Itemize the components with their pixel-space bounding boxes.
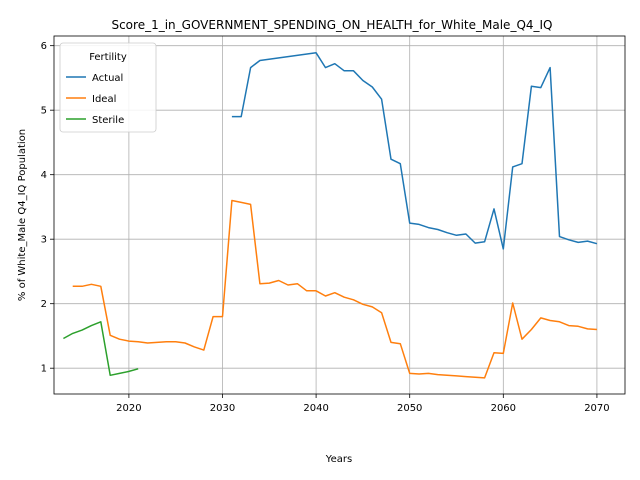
series-lines — [63, 52, 598, 379]
y-tick-label: 1 — [41, 364, 47, 375]
legend-box — [59, 42, 157, 133]
y-tick-label: 6 — [41, 41, 47, 52]
chart-title: Score_1_in_GOVERNMENT_SPENDING_ON_HEALTH… — [111, 18, 552, 32]
x-axis-ticks: 2020 2030 2040 2050 2060 2070 — [116, 394, 610, 414]
x-tick-label: 2060 — [491, 403, 516, 414]
legend-label-actual: Actual — [92, 73, 123, 84]
y-tick-label: 5 — [41, 106, 47, 117]
plot-frame — [53, 35, 626, 395]
y-tick-label: 2 — [41, 299, 47, 310]
series-line-actual — [231, 52, 598, 250]
legend: Fertility Actual Ideal Sterile — [59, 42, 157, 133]
x-tick-label: 2020 — [116, 403, 141, 414]
legend-label-sterile: Sterile — [92, 115, 124, 126]
series-line-sterile — [63, 321, 139, 377]
y-axis-label: % of White_Male Q4_IQ Population — [17, 129, 28, 301]
x-tick-label: 2030 — [210, 403, 235, 414]
y-tick-label: 3 — [41, 235, 47, 246]
x-tick-label: 2050 — [397, 403, 422, 414]
y-axis-ticks: 1 2 3 4 5 6 — [41, 41, 54, 375]
x-tick-label: 2040 — [303, 403, 328, 414]
x-axis-label: Years — [325, 454, 352, 465]
series-line-ideal — [72, 199, 597, 379]
y-tick-label: 4 — [41, 170, 47, 181]
legend-title: Fertility — [89, 52, 127, 63]
gridlines — [54, 36, 625, 394]
x-tick-label: 2070 — [584, 403, 609, 414]
legend-label-ideal: Ideal — [92, 94, 116, 105]
